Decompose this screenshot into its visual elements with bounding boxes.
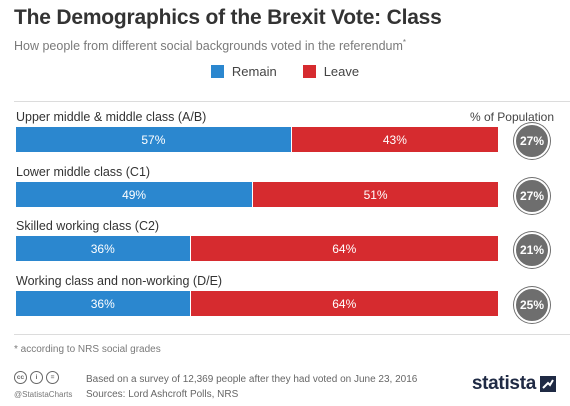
legend-item-leave: Leave <box>302 64 360 79</box>
category-label: Skilled working class (C2) <box>16 219 160 233</box>
data-label: 51% <box>363 187 388 202</box>
statista-logo-icon <box>540 376 556 392</box>
bar-segment-leave: 43% <box>290 127 498 152</box>
bar-segment-remain: 36% <box>16 236 190 261</box>
bar-segment-leave: 64% <box>189 291 498 316</box>
population-share-badge: 25% <box>514 287 550 323</box>
stacked-bar: 36% 64% <box>16 291 498 316</box>
creative-commons-icon: cc <box>14 371 27 384</box>
stacked-bar: 36% 64% <box>16 236 498 261</box>
social-handle: @StatistaCharts <box>14 390 73 399</box>
subtitle-text: How people from different social backgro… <box>14 39 403 54</box>
bottom-divider <box>14 334 570 335</box>
legend-swatch-leave <box>302 65 316 78</box>
data-label: 49% <box>122 187 147 202</box>
statista-logo[interactable]: statista <box>472 373 556 395</box>
sources-line: Sources: Lord Ashcroft Polls, NRS <box>86 389 239 400</box>
legend: Remain Leave <box>0 64 570 79</box>
population-header: % of Population <box>469 110 554 124</box>
population-share-badge: 27% <box>514 178 550 214</box>
category-label: Working class and non-working (D/E) <box>16 274 223 288</box>
legend-label-remain: Remain <box>231 64 277 79</box>
survey-note: Based on a survey of 12,369 people after… <box>86 374 418 385</box>
footnote: * according to NRS social grades <box>14 344 161 355</box>
chart-title: The Demographics of the Brexit Vote: Cla… <box>14 6 442 29</box>
legend-swatch-remain <box>210 65 224 78</box>
category-label: Upper middle & middle class (A/B) <box>16 110 207 124</box>
brand-name: statista <box>471 373 536 394</box>
data-label: 36% <box>90 296 115 311</box>
data-label: 57% <box>141 132 166 147</box>
top-divider <box>14 101 570 102</box>
legend-item-remain: Remain <box>210 64 277 79</box>
stacked-bar: 49% 51% <box>16 182 498 207</box>
source-block: Based on a survey of 12,369 people after… <box>86 372 417 402</box>
attribution-icon: i <box>30 371 43 384</box>
bar-segment-leave: 51% <box>252 182 498 207</box>
chart-subtitle: How people from different social backgro… <box>14 38 406 53</box>
data-label: 64% <box>332 241 357 256</box>
population-share-badge: 27% <box>514 123 550 159</box>
bar-segment-remain: 49% <box>16 182 253 207</box>
subtitle-footnote-marker: * <box>402 38 407 47</box>
bar-segment-leave: 64% <box>189 236 498 261</box>
population-share-badge: 21% <box>514 232 550 268</box>
stacked-bar: 57% 43% <box>16 127 498 152</box>
bar-segment-remain: 57% <box>16 127 291 152</box>
category-label: Lower middle class (C1) <box>16 165 151 179</box>
no-derivatives-icon: = <box>46 371 59 384</box>
data-label: 43% <box>382 132 407 147</box>
data-label: 36% <box>90 241 115 256</box>
data-label: 64% <box>332 296 357 311</box>
license-icons: cc i = <box>14 371 59 384</box>
bar-segment-remain: 36% <box>16 291 190 316</box>
legend-label-leave: Leave <box>323 64 360 79</box>
